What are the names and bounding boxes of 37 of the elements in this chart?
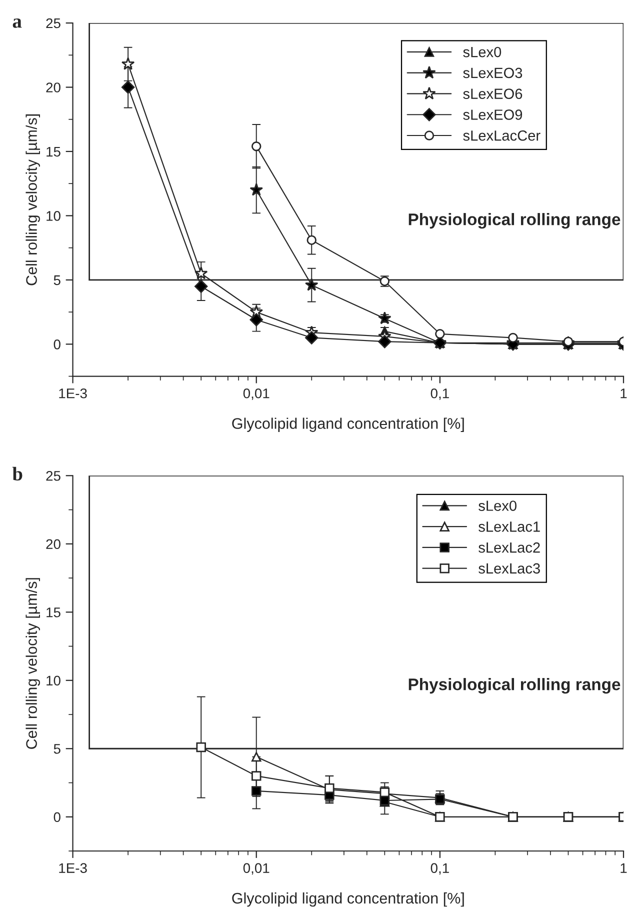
legend-label: sLex0 <box>463 46 502 58</box>
y-tick-label: 15 <box>46 608 60 618</box>
legend-label: sLexEO6 <box>463 88 522 99</box>
legend-label: sLex0 <box>478 500 516 511</box>
y-tick-label: 0 <box>54 340 60 350</box>
band-label: Physiological rolling range <box>408 678 620 694</box>
y-tick-label: 25 <box>46 18 60 28</box>
text: a <box>12 18 22 28</box>
x-tick-label: 0,1 <box>430 388 449 400</box>
x-tick-label: 1E-3 <box>59 388 87 398</box>
y-tick-label: 5 <box>54 275 60 286</box>
text: b <box>12 466 22 481</box>
y-tick-label: 0 <box>54 812 60 822</box>
y-tick-label: 10 <box>46 211 60 221</box>
y-tick-label: 10 <box>46 676 60 686</box>
y-tick-label: 20 <box>46 539 60 550</box>
x-tick-label: 0,01 <box>243 863 270 875</box>
x-axis-title: Glycolipid ligand concentration [%] <box>232 892 464 907</box>
y-axis-title: Cell rolling velocity [µm/s] <box>26 114 40 286</box>
x-tick-label: 1E-3 <box>59 863 87 874</box>
y-tick-label: 20 <box>46 82 60 92</box>
y-tick-label: 5 <box>54 744 60 754</box>
y-tick-label: 25 <box>46 470 60 481</box>
x-tick-label: 1 <box>620 863 627 873</box>
x-tick-label: 0,1 <box>430 863 449 875</box>
y-axis-title: Cell rolling velocity [µm/s] <box>26 578 40 749</box>
legend-label: sLexEO9 <box>463 110 522 120</box>
x-axis-title: Glycolipid ligand concentration [%] <box>232 418 464 432</box>
x-tick-label: 1 <box>620 388 627 398</box>
legend-label: sLexLacCer <box>463 130 540 141</box>
legend-label: sLexLac1 <box>478 522 540 532</box>
legend-label: sLexLac3 <box>478 563 540 574</box>
legend-label: sLexLac2 <box>478 542 540 553</box>
y-tick-label: 15 <box>46 146 60 157</box>
legend-label: sLexEO3 <box>463 68 522 78</box>
band-label: Physiological rolling range <box>408 213 620 229</box>
x-tick-label: 0,01 <box>243 388 270 400</box>
